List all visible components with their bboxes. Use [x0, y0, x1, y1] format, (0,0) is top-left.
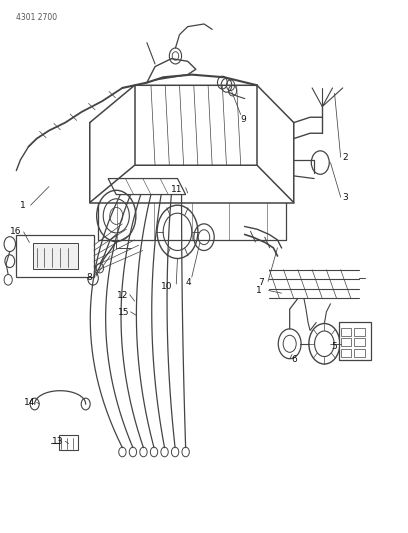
Text: 5: 5	[332, 342, 337, 351]
Text: 3: 3	[342, 193, 348, 201]
Bar	[341, 338, 351, 346]
Bar	[33, 243, 78, 269]
Text: 2: 2	[342, 153, 348, 161]
Text: 11: 11	[171, 185, 182, 193]
Bar	[354, 328, 365, 336]
Bar	[16, 235, 94, 277]
Text: 15: 15	[118, 309, 129, 317]
Text: 9: 9	[240, 116, 246, 124]
Text: 1: 1	[256, 286, 262, 295]
Bar	[339, 322, 371, 360]
Text: 16: 16	[10, 228, 21, 236]
Text: 14: 14	[24, 398, 35, 407]
Bar	[59, 435, 78, 450]
Text: 1: 1	[20, 201, 25, 209]
Bar	[341, 328, 351, 336]
Text: 4301 2700: 4301 2700	[16, 13, 58, 22]
Text: 12: 12	[117, 292, 128, 300]
Text: 7: 7	[258, 278, 264, 287]
Text: 8: 8	[86, 273, 92, 281]
Text: 10: 10	[161, 282, 172, 290]
Bar	[354, 338, 365, 346]
Text: 13: 13	[52, 437, 64, 446]
Text: 6: 6	[291, 356, 297, 364]
Text: 4: 4	[186, 278, 191, 287]
Bar	[341, 349, 351, 357]
Bar	[354, 349, 365, 357]
